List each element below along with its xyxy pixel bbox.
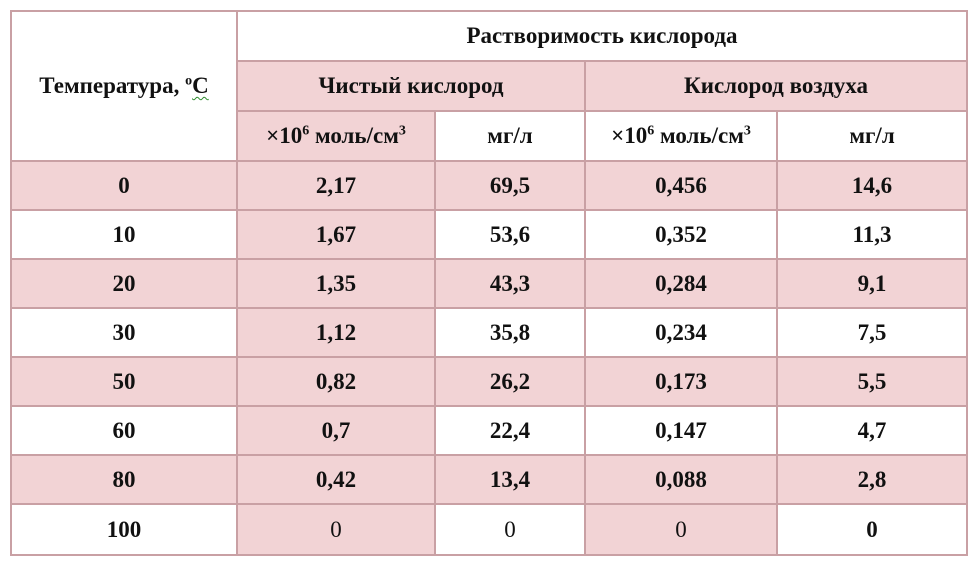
unit-molar-mid: моль/см	[309, 123, 399, 148]
cell-air-mass: 2,8	[775, 454, 969, 505]
unit-header-pure-mass: мг/л	[434, 110, 586, 162]
cell-air-mass: 9,1	[775, 258, 969, 309]
group-header-air-oxygen: Кислород воздуха	[583, 60, 969, 112]
temperature-header-label: Температура,	[39, 73, 186, 98]
cell-pure-mass: 26,2	[434, 356, 586, 407]
table-row: 0 2,17 69,5 0,456 14,6	[10, 160, 969, 211]
table-row: 80 0,42 13,4 0,088 2,8	[10, 454, 969, 505]
degree-sign: o	[185, 73, 193, 89]
cell-air-mass: 14,6	[775, 160, 969, 211]
unit-header-air-mass: мг/л	[775, 110, 969, 162]
temperature-header: Температура, oC	[10, 10, 238, 162]
cell-temperature: 50	[10, 356, 238, 407]
cell-pure-molar: 0,82	[236, 356, 436, 407]
table-row: 30 1,12 35,8 0,234 7,5	[10, 307, 969, 358]
table-row: 100 0 0 0 0	[10, 503, 969, 556]
cell-pure-molar: 1,12	[236, 307, 436, 358]
cell-pure-mass: 69,5	[434, 160, 586, 211]
cell-temperature: 0	[10, 160, 238, 211]
cell-air-mass: 11,3	[775, 209, 969, 260]
cell-air-mass: 7,5	[775, 307, 969, 358]
table-row: 10 1,67 53,6 0,352 11,3	[10, 209, 969, 260]
cell-temperature: 100	[10, 503, 238, 556]
cell-pure-mass: 53,6	[434, 209, 586, 260]
cell-pure-mass: 35,8	[434, 307, 586, 358]
unit-molar-exponent-2: 3	[398, 123, 406, 139]
unit-molar-exponent: 6	[302, 123, 310, 139]
table-row: 20 1,35 43,3 0,284 9,1	[10, 258, 969, 309]
cell-pure-molar: 0,7	[236, 405, 436, 456]
cell-pure-molar: 0	[236, 503, 436, 556]
unit-header-air-molar: ×106 моль/см3	[584, 110, 778, 162]
cell-temperature: 60	[10, 405, 238, 456]
cell-air-molar: 0,352	[584, 209, 778, 260]
unit-molar-exponent: 6	[647, 123, 655, 139]
unit-molar-mid: моль/см	[654, 123, 744, 148]
cell-pure-molar: 2,17	[236, 160, 436, 211]
cell-pure-molar: 0,42	[236, 454, 436, 505]
cell-pure-mass: 13,4	[434, 454, 586, 505]
cell-air-molar: 0,456	[584, 160, 778, 211]
cell-pure-molar: 1,35	[236, 258, 436, 309]
cell-temperature: 20	[10, 258, 238, 309]
temperature-unit: C	[192, 73, 209, 98]
table-title: Растворимость кислорода	[235, 10, 969, 62]
cell-air-molar: 0	[584, 503, 778, 556]
cell-pure-mass: 0	[434, 503, 586, 556]
cell-pure-mass: 43,3	[434, 258, 586, 309]
cell-air-molar: 0,088	[584, 454, 778, 505]
table-container: Температура, oC Растворимость кислорода …	[10, 10, 969, 556]
cell-pure-molar: 1,67	[236, 209, 436, 260]
cell-temperature: 10	[10, 209, 238, 260]
cell-air-molar: 0,173	[584, 356, 778, 407]
table-row: 60 0,7 22,4 0,147 4,7	[10, 405, 969, 456]
unit-header-pure-molar: ×106 моль/см3	[236, 110, 436, 162]
unit-molar-exponent-2: 3	[743, 123, 751, 139]
oxygen-solubility-table: Температура, oC Растворимость кислорода …	[10, 10, 969, 556]
cell-temperature: 30	[10, 307, 238, 358]
cell-temperature: 80	[10, 454, 238, 505]
unit-molar-prefix: ×10	[611, 123, 648, 148]
table-row: 50 0,82 26,2 0,173 5,5	[10, 356, 969, 407]
cell-air-mass: 0	[775, 503, 969, 556]
unit-molar-prefix: ×10	[266, 123, 303, 148]
group-header-pure-oxygen: Чистый кислород	[236, 60, 586, 112]
cell-air-molar: 0,284	[584, 258, 778, 309]
cell-air-mass: 4,7	[775, 405, 969, 456]
cell-air-mass: 5,5	[775, 356, 969, 407]
cell-pure-mass: 22,4	[434, 405, 586, 456]
cell-air-molar: 0,234	[584, 307, 778, 358]
cell-air-molar: 0,147	[584, 405, 778, 456]
